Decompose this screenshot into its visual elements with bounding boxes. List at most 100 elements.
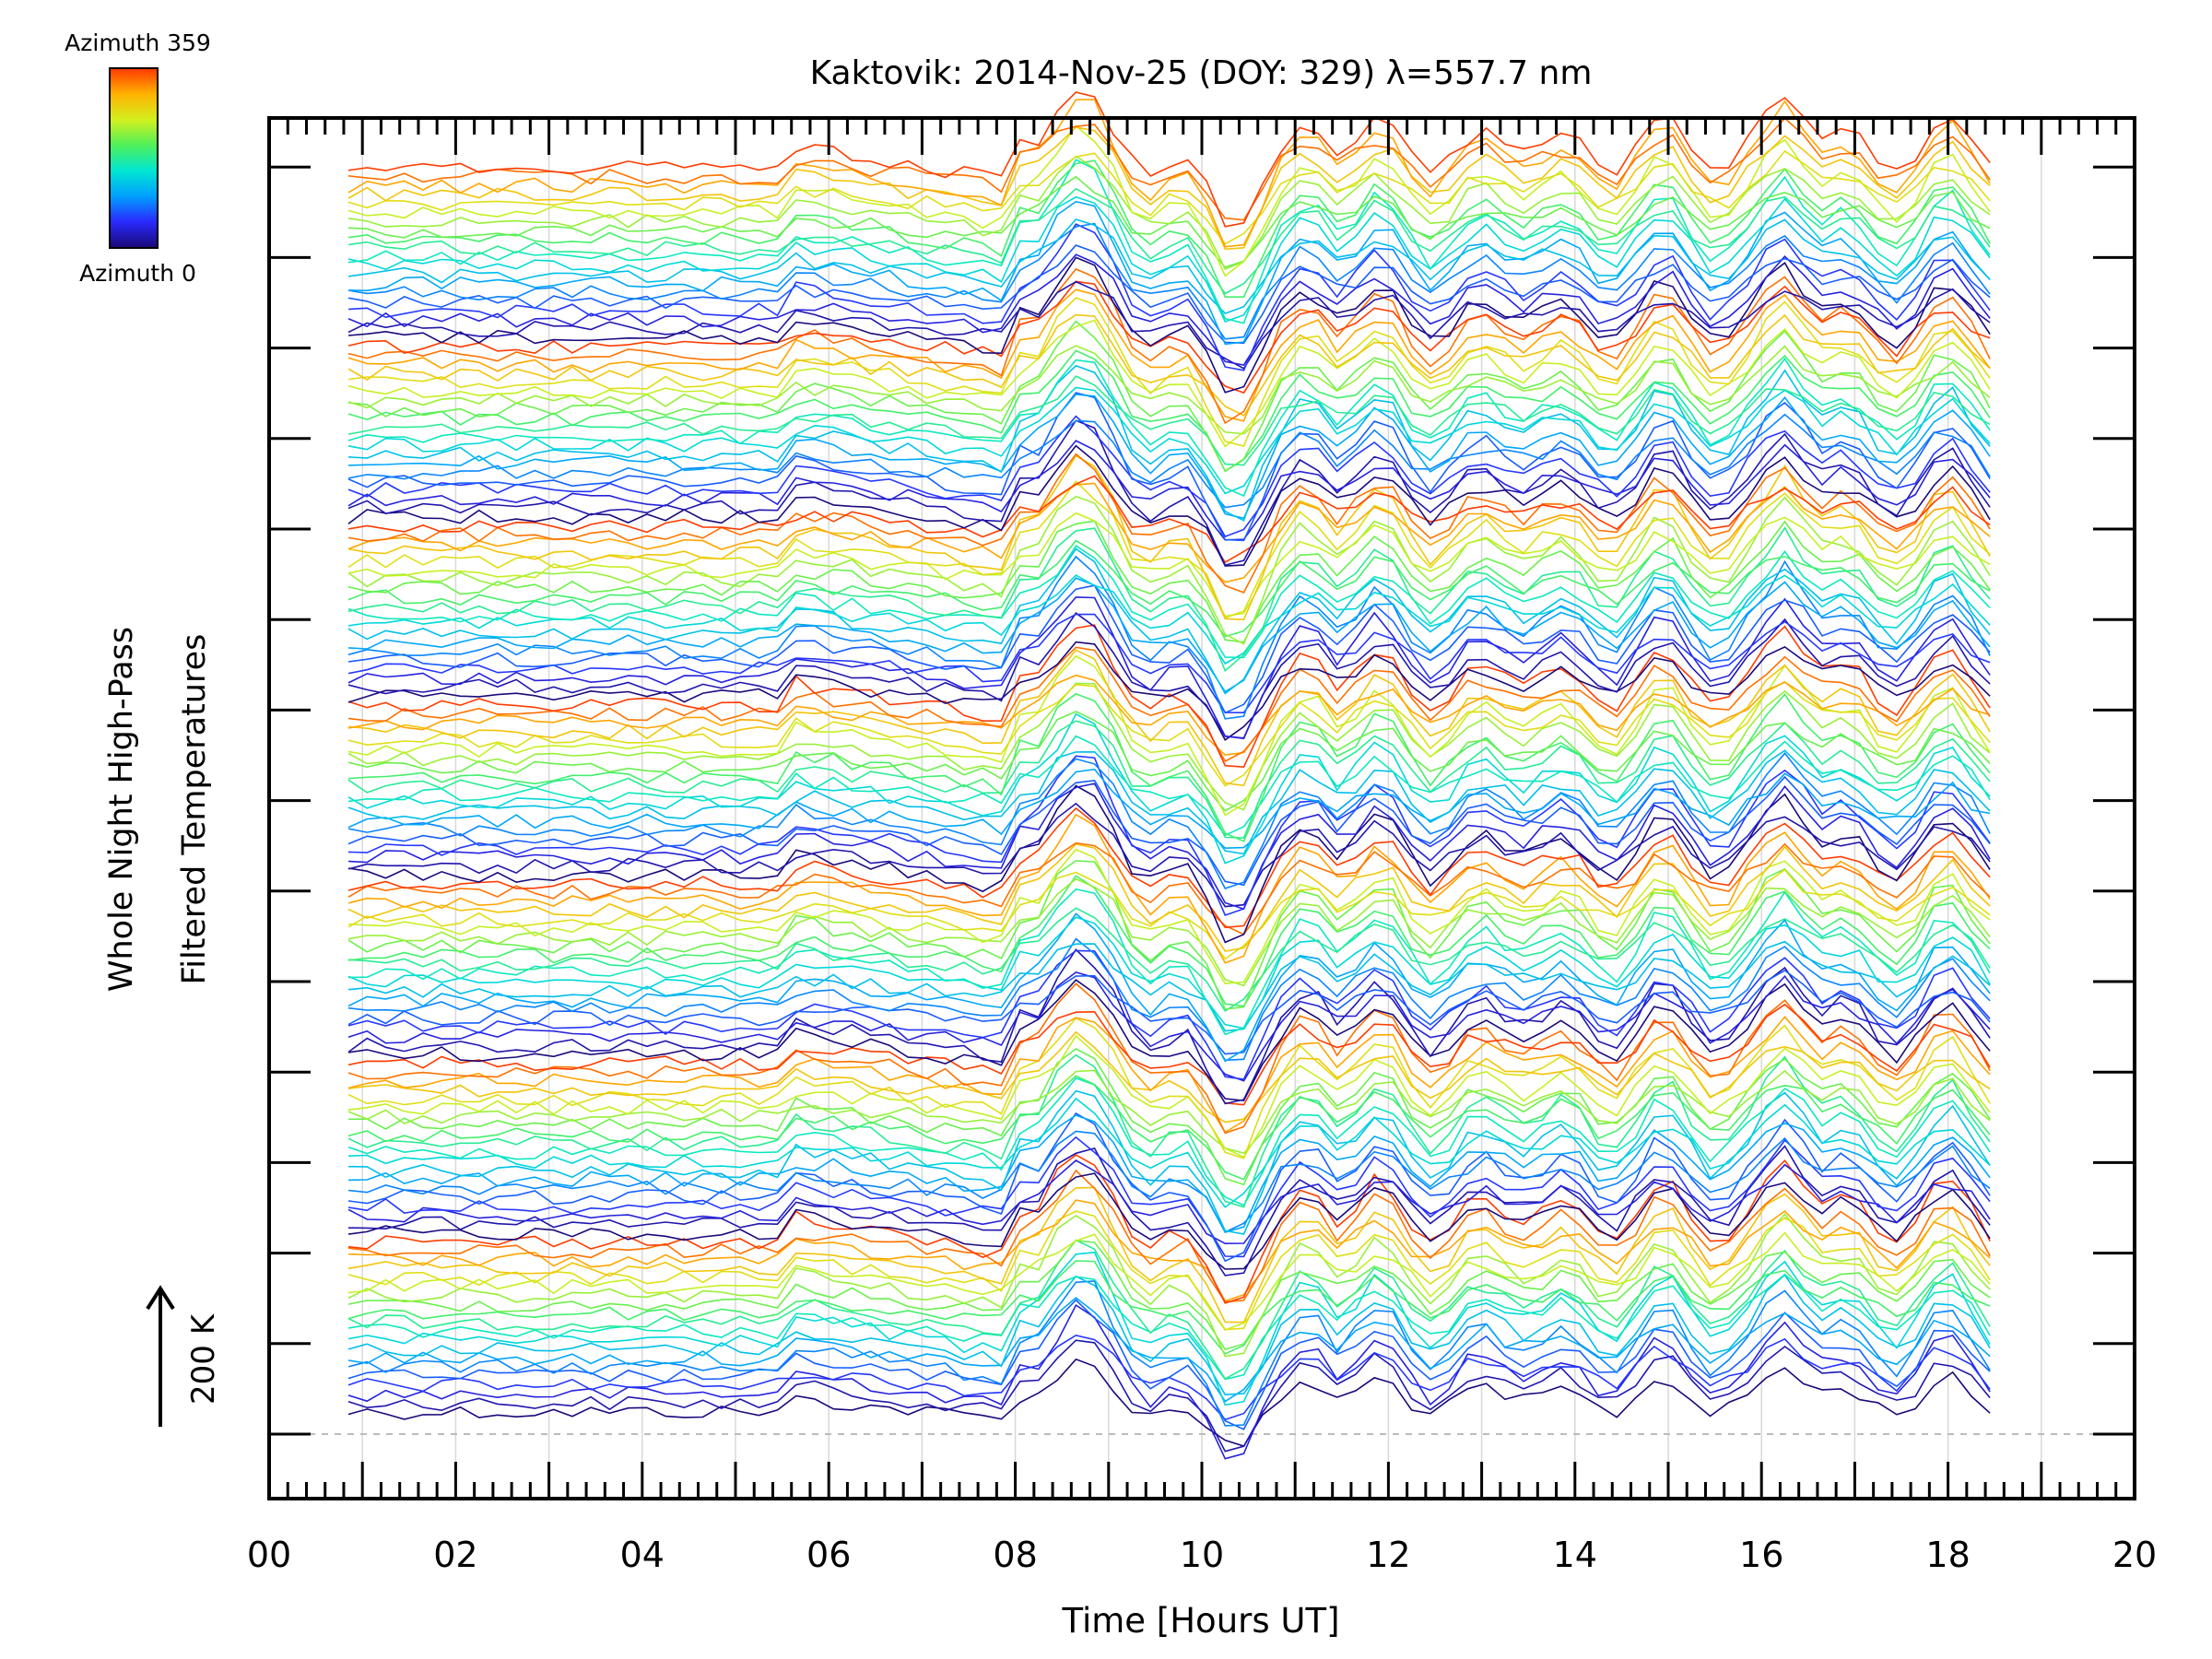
series-line: [347, 313, 1991, 417]
series-line: [347, 1130, 1991, 1233]
series-line: [347, 1186, 1991, 1324]
series-line: [347, 555, 1991, 720]
series-line: [347, 288, 1991, 422]
series-line: [347, 126, 1991, 251]
series-line: [347, 782, 1991, 911]
series-line: [347, 641, 1991, 741]
series-line: [347, 415, 1991, 538]
series-line: [347, 912, 1991, 1063]
series-line: [347, 752, 1991, 889]
series-line: [347, 512, 1991, 618]
series-line: [347, 1299, 1991, 1430]
series-line: [347, 244, 1991, 345]
series-line: [347, 222, 1991, 340]
series-line: [347, 971, 1991, 1082]
series-line: [347, 1048, 1991, 1186]
series-line: [347, 888, 1991, 1036]
colorbar-min-label: Azimuth 0: [79, 260, 196, 287]
chart-title: Kaktovik: 2014-Nov-25 (DOY: 329) λ=557.7…: [810, 54, 1593, 92]
colorbar-max-label: Azimuth 359: [65, 29, 211, 56]
series-line: [347, 775, 1991, 887]
series-line: [347, 520, 1991, 643]
series-line: [347, 256, 1991, 394]
x-tick-label: 00: [247, 1535, 291, 1575]
series-line: [347, 124, 1991, 277]
series-line: [347, 1097, 1991, 1208]
series-line: [347, 654, 1991, 817]
x-tick-label: 02: [433, 1535, 477, 1575]
series-layer: [347, 91, 1991, 1460]
series-line: [347, 1145, 1991, 1277]
series-line: [347, 444, 1991, 567]
series-line: [347, 813, 1991, 964]
series-line: [347, 848, 1991, 985]
series-line: [347, 413, 1991, 509]
series-line: [347, 937, 1991, 1062]
scale-bar-arrow: [146, 1285, 175, 1427]
series-line: [347, 280, 1991, 370]
x-tick-label: 10: [1180, 1535, 1224, 1575]
series-line: [347, 907, 1991, 1013]
series-line: [347, 253, 1991, 366]
series-line: [347, 280, 1991, 394]
series-line: [347, 1339, 1991, 1453]
series-line: [347, 1114, 1991, 1233]
series-line: [347, 475, 1991, 564]
series-line: [347, 784, 1991, 944]
series-line: [347, 574, 1991, 665]
series-line: [347, 1251, 1991, 1406]
series-line: [347, 155, 1991, 271]
series-line: [347, 1135, 1991, 1258]
series-line: [347, 1003, 1991, 1106]
series-line: [347, 357, 1991, 498]
series-line: [347, 364, 1991, 522]
azimuth-colorbar: [109, 67, 159, 249]
series-line: [347, 1260, 1991, 1355]
series-line: [347, 386, 1991, 495]
series-line: [347, 843, 1991, 952]
series-line: [347, 979, 1991, 1102]
x-tick-label: 18: [1925, 1535, 1970, 1575]
series-line: [347, 526, 1991, 673]
series-line: [347, 375, 1991, 466]
series-line: [347, 646, 1991, 763]
series-line: [347, 200, 1991, 346]
series-line: [347, 1017, 1991, 1159]
series-line: [347, 1273, 1991, 1381]
series-line: [347, 1303, 1991, 1460]
series-line: [347, 755, 1991, 916]
axis-ticks: [267, 118, 2136, 1499]
series-line: [347, 1159, 1991, 1245]
x-tick-label: 20: [2112, 1535, 2157, 1575]
series-line: [347, 91, 1991, 228]
series-line: [347, 117, 1991, 221]
series-line: [347, 860, 1991, 1010]
series-line: [347, 297, 1991, 447]
series-line: [347, 482, 1991, 583]
series-line: [347, 735, 1991, 837]
series-line: [347, 99, 1991, 248]
series-line: [347, 320, 1991, 473]
series-line: [347, 682, 1991, 811]
series-line: [347, 195, 1991, 323]
series-line: [347, 711, 1991, 812]
scale-bar-label: 200 K: [185, 1312, 222, 1405]
x-tick-label: 12: [1366, 1535, 1410, 1575]
series-line: [347, 712, 1991, 865]
series-line: [347, 692, 1991, 842]
series-line: [347, 969, 1991, 1055]
series-line: [347, 1358, 1991, 1447]
series-line: [347, 1296, 1991, 1403]
x-tick-label: 06: [806, 1535, 851, 1575]
series-line: [347, 1030, 1991, 1124]
series-line: [347, 319, 1991, 448]
series-line: [347, 768, 1991, 850]
series-line: [347, 1210, 1991, 1331]
series-line: [347, 1169, 1991, 1303]
series-line: [347, 1231, 1991, 1331]
series-line: [347, 1034, 1991, 1159]
series-line: [347, 159, 1991, 298]
series-line: [347, 1280, 1991, 1427]
series-line: [347, 1239, 1991, 1351]
